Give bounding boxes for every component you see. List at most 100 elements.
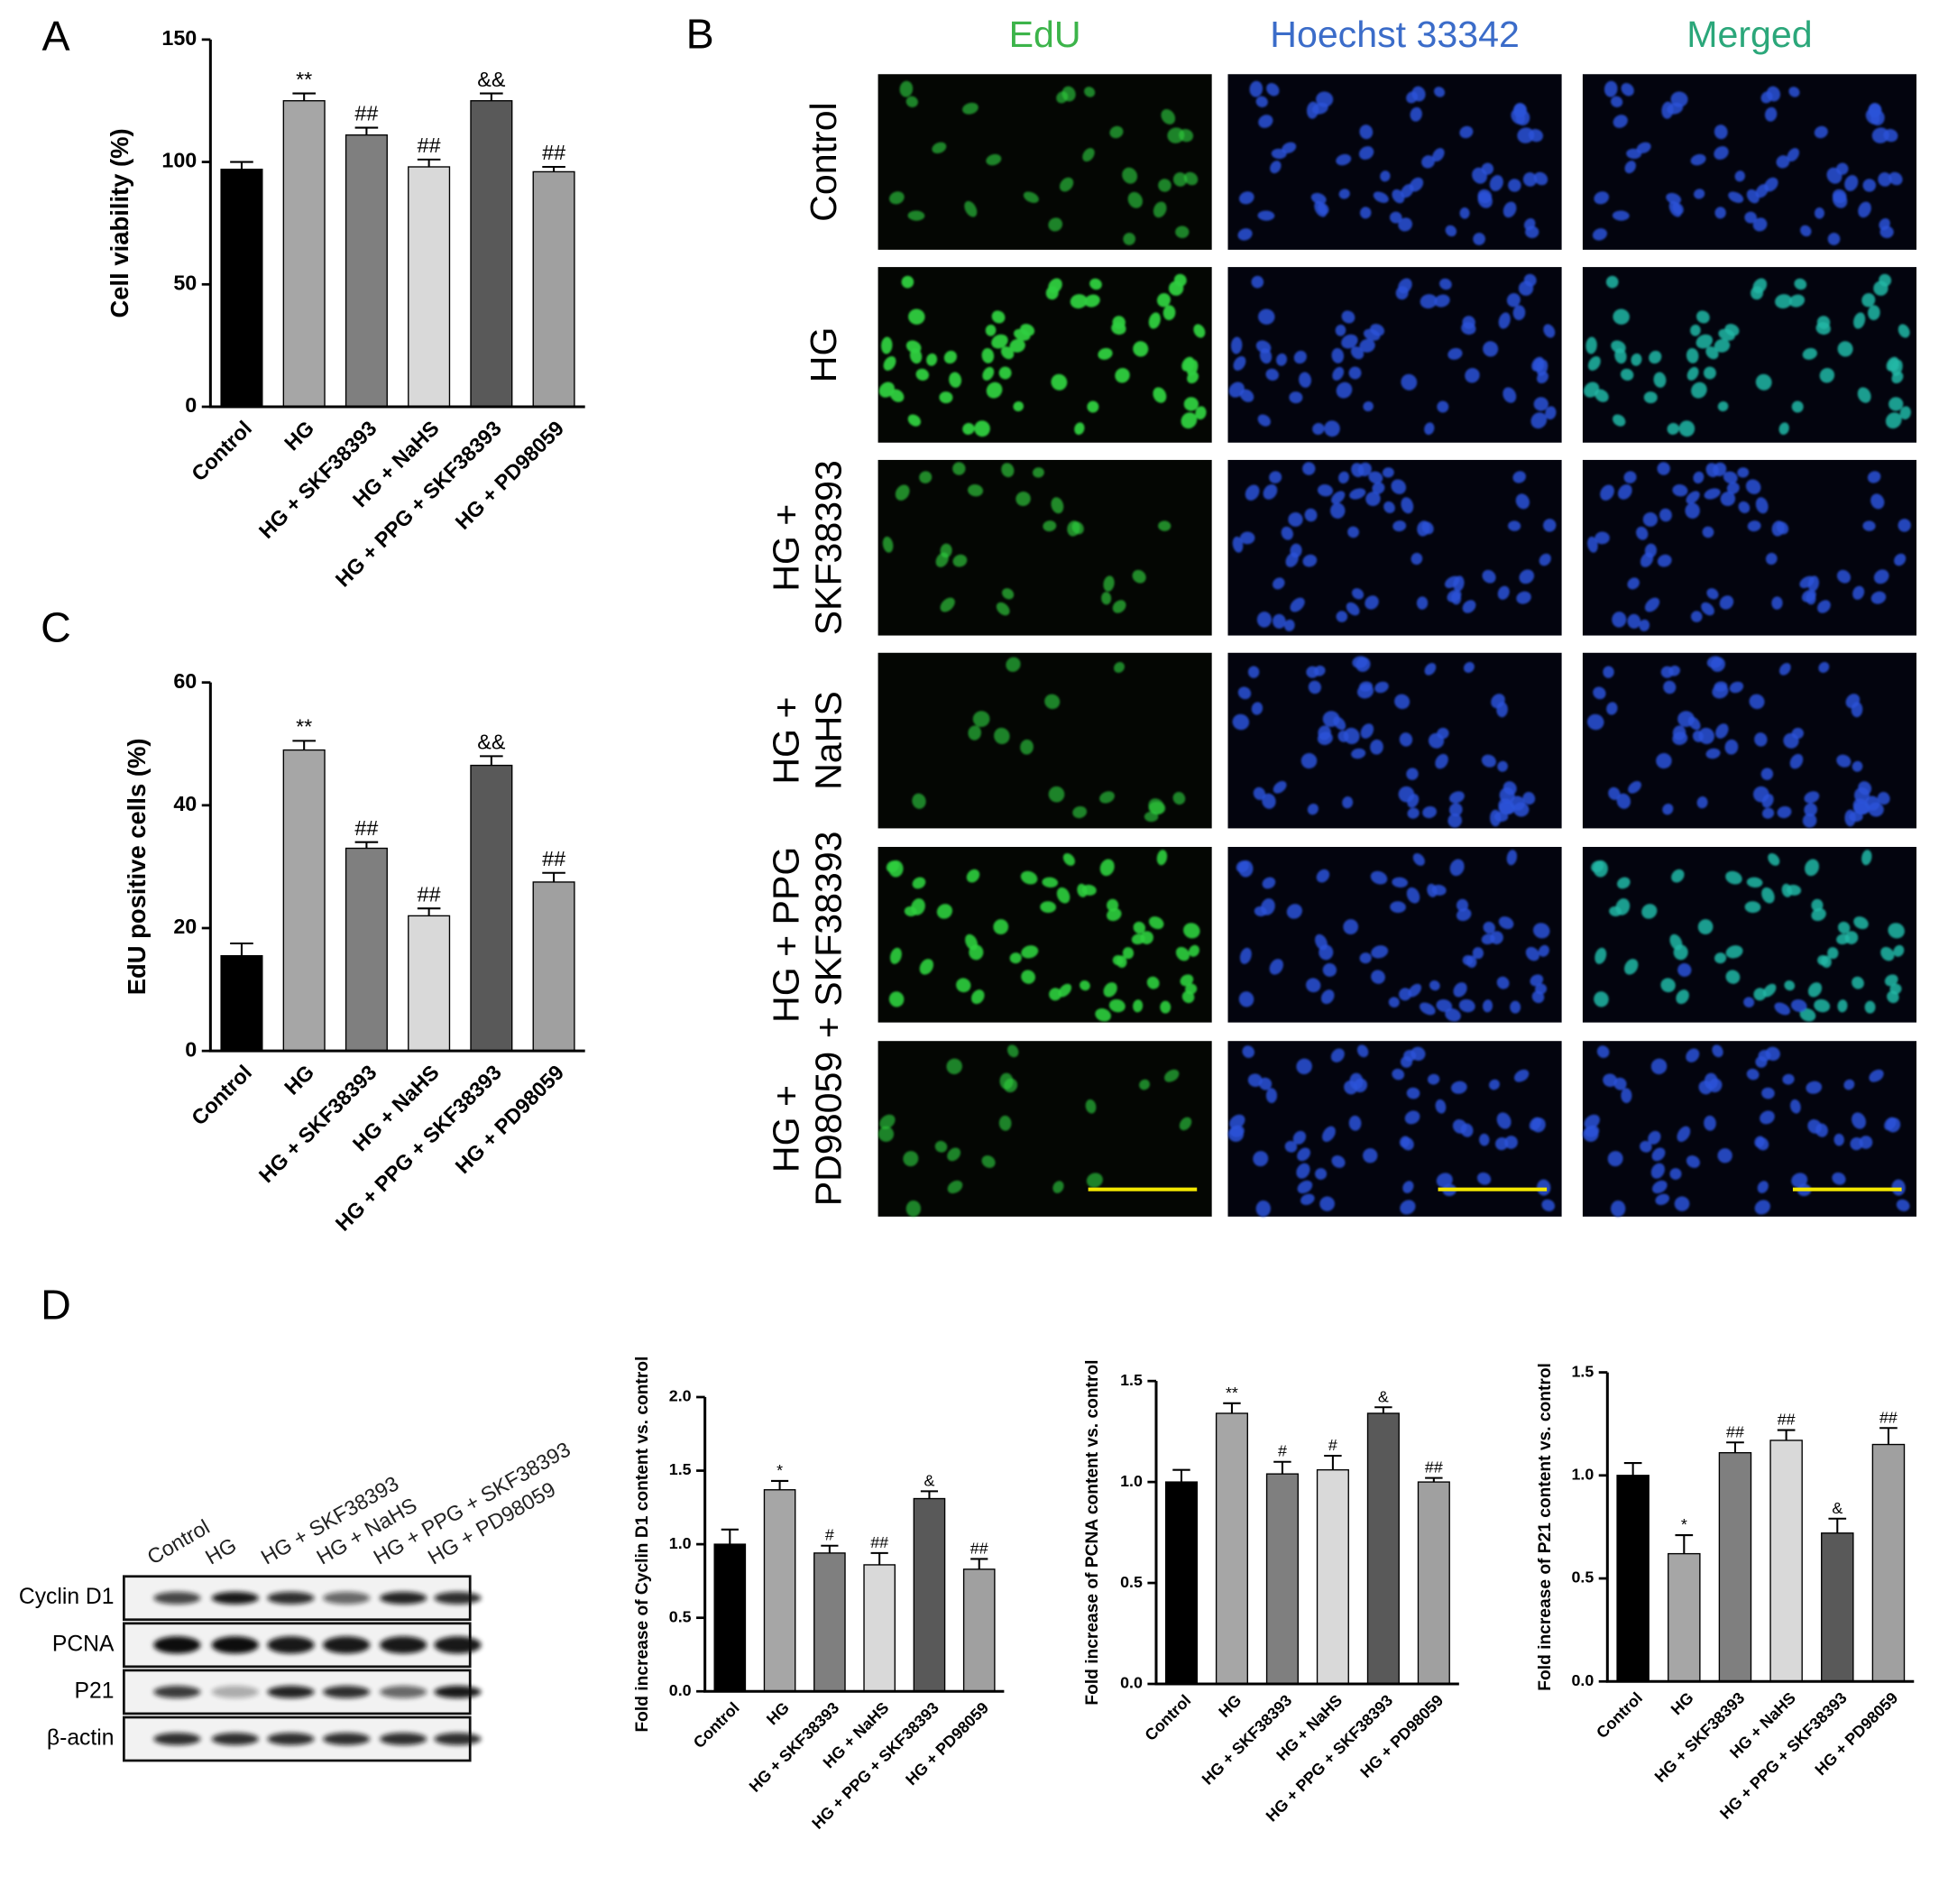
nucleus (1175, 225, 1190, 238)
nucleus (1373, 191, 1389, 203)
error-bar (230, 161, 253, 170)
nucleus (1858, 201, 1871, 218)
error-bar (1777, 1429, 1796, 1440)
significance-label: ## (1425, 1458, 1443, 1476)
nucleus (1318, 725, 1331, 740)
nucleus (1420, 1002, 1436, 1016)
nucleus (1644, 543, 1657, 558)
nucleus (1433, 87, 1446, 97)
nucleus (1380, 170, 1391, 182)
nucleus (1253, 1151, 1269, 1167)
y-tick-label: 1.0 (669, 1534, 692, 1552)
nucleus (1749, 694, 1765, 710)
nucleus (1502, 387, 1517, 403)
nucleus (1322, 962, 1337, 977)
nucleus (1462, 600, 1476, 613)
nucleus (1643, 391, 1658, 404)
nucleus (1258, 115, 1273, 128)
y-tick-label: 1.0 (1571, 1465, 1594, 1483)
nucleus (1315, 1168, 1328, 1180)
nucleus (1519, 569, 1535, 584)
nucleus (1771, 520, 1785, 537)
nucleus (1676, 989, 1689, 1005)
nucleus (986, 382, 1003, 399)
nucleus (1891, 1179, 1906, 1196)
nucleus (1123, 233, 1136, 245)
band (323, 1636, 371, 1654)
nucleus (1586, 713, 1604, 731)
y-axis-label: Cell viability (%) (106, 128, 133, 317)
nucleus (1336, 382, 1353, 399)
nucleus (1352, 656, 1368, 668)
nucleus (1099, 791, 1115, 804)
nucleus (1715, 723, 1729, 739)
nucleus (1593, 686, 1606, 700)
significance-label: ## (354, 102, 378, 125)
nucleus (1852, 585, 1865, 600)
band (153, 1686, 201, 1698)
nucleus (1512, 471, 1526, 483)
nucleus (1239, 947, 1252, 964)
significance-label: ## (542, 847, 565, 870)
nucleus (962, 102, 979, 115)
nucleus (1472, 947, 1484, 960)
nucleus (1653, 372, 1667, 388)
x-tick-label: HG (280, 416, 318, 455)
nucleus (1640, 1140, 1652, 1153)
nucleus (1383, 501, 1395, 513)
nucleus (1156, 850, 1168, 866)
nucleus (1341, 310, 1355, 324)
nucleus (1606, 702, 1618, 715)
nucleus (1868, 305, 1880, 320)
nucleus (1873, 281, 1888, 296)
nucleus (1886, 1118, 1901, 1133)
nucleus (1168, 281, 1184, 296)
nucleus (1013, 400, 1025, 412)
nucleus (1437, 400, 1449, 413)
significance-label: ## (1726, 1422, 1744, 1440)
nucleus (1621, 83, 1634, 97)
nucleus (1827, 233, 1841, 245)
nucleus (1052, 1181, 1064, 1193)
nucleus (1768, 852, 1780, 866)
nucleus (1522, 172, 1538, 187)
band (211, 1591, 259, 1605)
panel-label: A (41, 13, 69, 60)
nucleus (1787, 148, 1800, 162)
nucleus (1852, 976, 1864, 989)
nucleus (1661, 101, 1674, 119)
bar (1871, 1443, 1906, 1682)
error-bar (354, 841, 379, 849)
nucleus (1760, 768, 1774, 780)
significance-label: # (825, 1526, 834, 1544)
nucleus (1594, 389, 1609, 402)
nucleus (1370, 870, 1388, 885)
nucleus (1837, 921, 1851, 934)
nucleus (1836, 162, 1849, 175)
nucleus (1491, 694, 1505, 709)
error-bar (920, 1490, 939, 1499)
nucleus (1370, 739, 1383, 755)
nucleus (1777, 805, 1792, 819)
nucleus (1342, 796, 1354, 809)
error-bar (417, 158, 441, 168)
nucleus (1696, 796, 1708, 809)
nucleus (1898, 324, 1910, 338)
nuclei (882, 462, 1172, 616)
nucleus (1289, 391, 1303, 404)
nucleus (1761, 1087, 1775, 1099)
error-bar (821, 1544, 839, 1553)
nucleus (1336, 153, 1352, 166)
bar (282, 100, 326, 408)
y-tick-label: 40 (173, 792, 197, 815)
nucleus (1238, 991, 1254, 1007)
error-bar (480, 92, 503, 101)
error-bar (1223, 1402, 1241, 1413)
nucleus (1790, 1099, 1801, 1114)
nucleus (1473, 233, 1485, 245)
nucleus (1251, 275, 1264, 289)
protein-label: P21 (75, 1679, 115, 1703)
nucleus (1594, 531, 1610, 545)
nucleus (1084, 87, 1096, 97)
nucleus (1530, 412, 1548, 429)
